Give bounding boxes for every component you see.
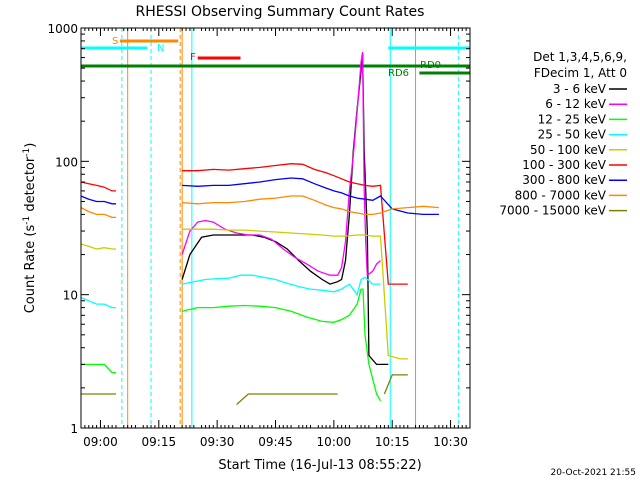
y-tick-label: 1000 — [47, 22, 78, 36]
series-line-800-7000-kev — [182, 195, 439, 216]
chart-title: RHESSI Observing Summary Count Rates — [136, 4, 425, 20]
x-tick-label: 09:45 — [258, 435, 293, 449]
footer-date: 20-Oct-2021 21:55 — [551, 468, 636, 478]
legend-entry-label: 800 - 7000 keV — [515, 188, 607, 202]
series-line-50-100-kev — [81, 243, 116, 250]
legend-entry-label: 6 - 12 keV — [545, 97, 607, 111]
x-tick-label: 10:30 — [433, 435, 468, 449]
series-line-7000-15000-kev — [383, 374, 408, 395]
series-line-12-25-kev — [181, 288, 382, 402]
y-tick-label: 10 — [63, 289, 78, 303]
flag-label: S — [112, 36, 118, 47]
y-tick-label: 1 — [70, 422, 78, 436]
series-line-300-800-kev — [182, 177, 439, 216]
series-line-7000-15000-kev — [236, 393, 338, 405]
series-line-12-25-kev — [81, 363, 116, 374]
flag-label: F — [190, 52, 196, 63]
legend-header-line-2: FDecim 1, Att 0 — [534, 66, 627, 80]
x-tick-label: 09:00 — [83, 435, 118, 449]
legend-entry-label: 3 - 6 keV — [553, 82, 607, 96]
legend-entry-label: 300 - 800 keV — [522, 173, 606, 187]
x-tick-label: 09:15 — [142, 435, 177, 449]
legend-entry-label: 7000 - 15000 keV — [499, 204, 606, 218]
series-line-50-100-kev — [182, 228, 408, 360]
series-line-25-50-kev — [81, 296, 116, 309]
legend: Det 1,3,4,5,6,9, FDecim 1, Att 0 3 - 6 k… — [499, 50, 627, 218]
legend-header-line-1: Det 1,3,4,5,6,9, — [533, 50, 627, 64]
legend-entry-label: 50 - 100 keV — [530, 143, 607, 157]
flag-label: N — [157, 43, 164, 54]
legend-entry-label: 100 - 300 keV — [522, 158, 606, 172]
flag-label: RD6 — [388, 68, 409, 79]
x-axis-title: Start Time (16-Jul-13 08:55:22) — [218, 458, 421, 473]
series-line-6-12-kev — [181, 51, 381, 277]
y-axis-title: Count Rate (s-1 detector-1) — [22, 143, 38, 314]
flag-bars: S N F RD0 RD6 — [81, 36, 470, 79]
series-line-100-300-kev — [81, 181, 116, 192]
x-tick-label: 09:30 — [200, 435, 235, 449]
legend-entry-label: 25 - 50 keV — [538, 128, 607, 142]
y-tick-label: 100 — [55, 155, 78, 169]
x-tick-label: 10:00 — [317, 435, 352, 449]
x-tick-label: 10:15 — [375, 435, 410, 449]
series-line-100-300-kev — [182, 163, 408, 285]
series-line-300-800-kev — [81, 195, 116, 205]
legend-entry-label: 12 - 25 keV — [538, 112, 607, 126]
series-line-800-7000-kev — [81, 207, 116, 219]
axes: 09:00 09:15 09:30 09:45 10:00 10:15 10:30 1 10 10… — [47, 22, 470, 449]
series-line-3-6-kev — [181, 53, 389, 366]
series-line-25-50-kev — [181, 274, 381, 297]
series-lines — [81, 51, 439, 405]
flag-label: RD0 — [420, 60, 441, 71]
